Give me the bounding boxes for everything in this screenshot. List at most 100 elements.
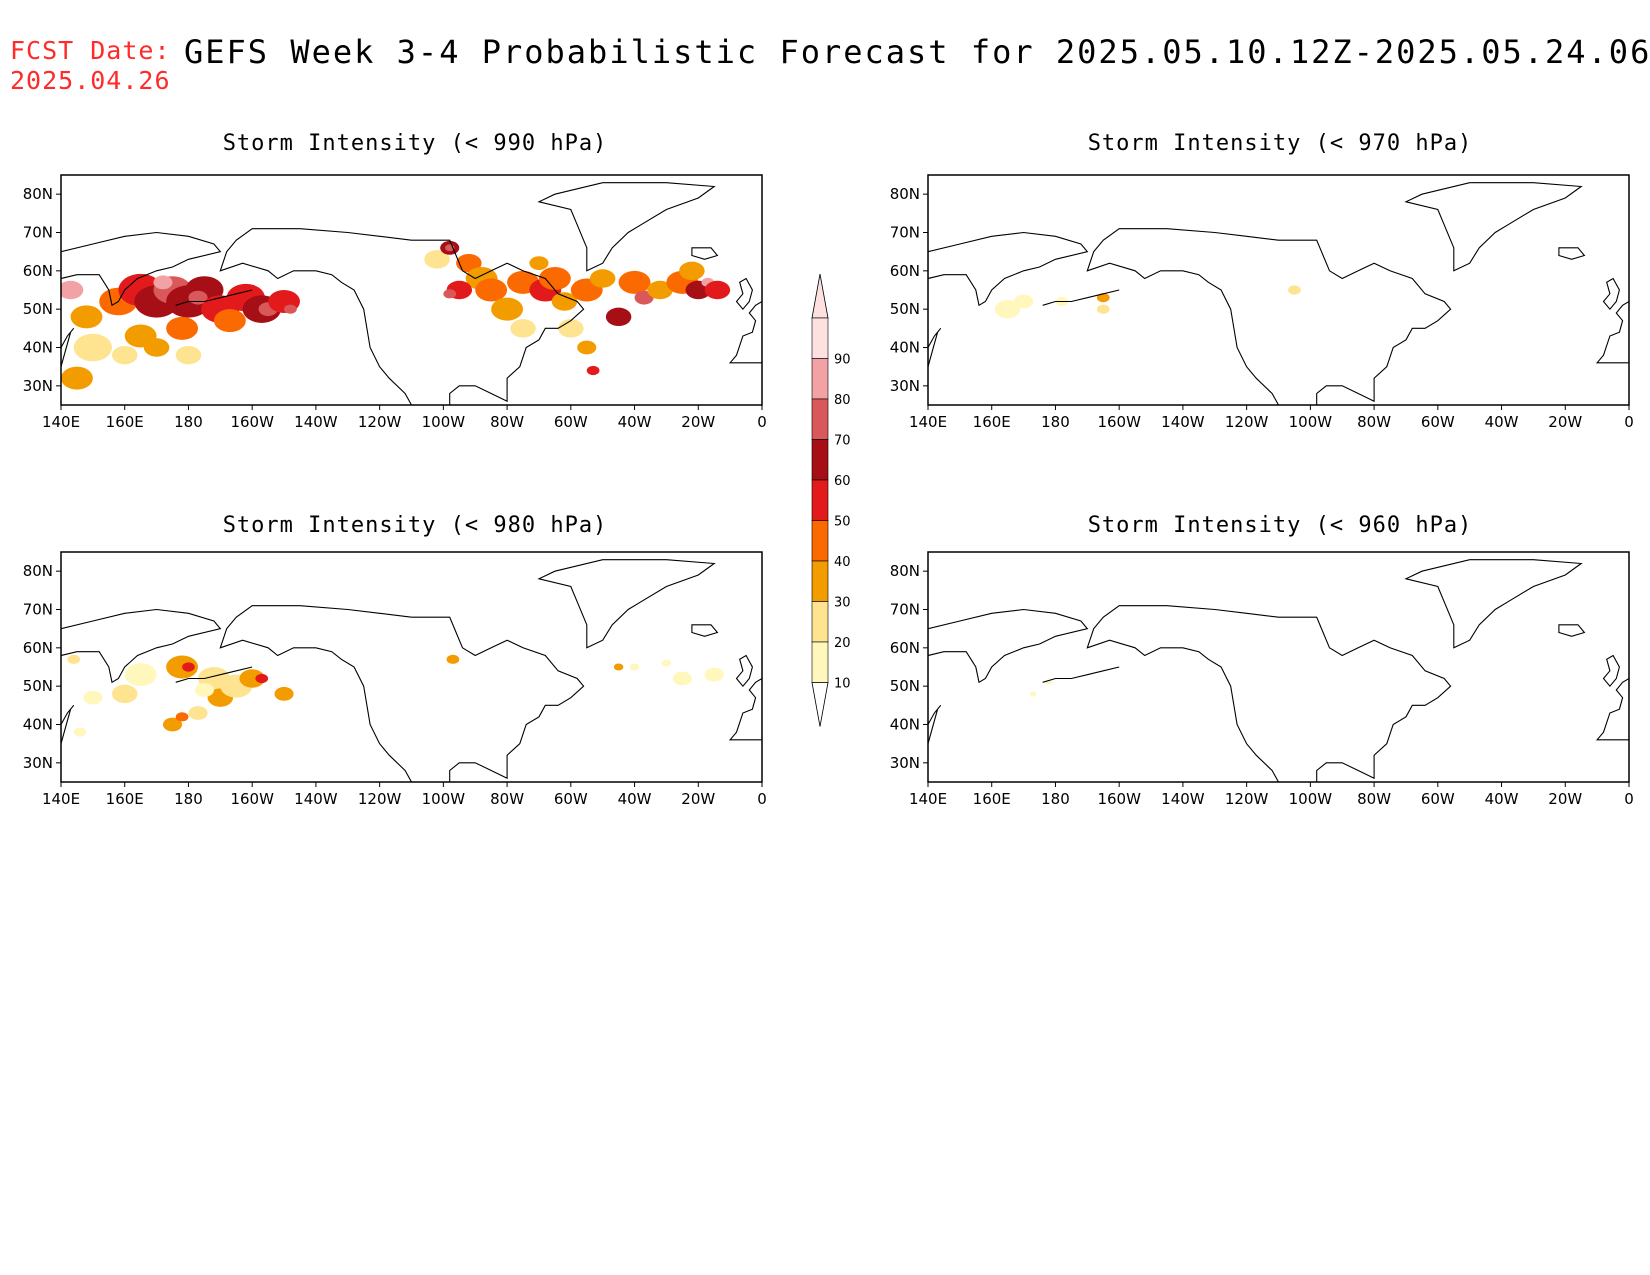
coastline bbox=[735, 277, 753, 311]
probability-area bbox=[672, 671, 692, 686]
coastline bbox=[691, 247, 719, 260]
lat-tick-label: 40N bbox=[23, 339, 53, 357]
probability-area bbox=[188, 706, 208, 720]
probability-area bbox=[529, 256, 549, 271]
lon-tick-label: 40W bbox=[618, 790, 652, 808]
probability-area bbox=[1029, 691, 1037, 697]
lon-tick-label: 100W bbox=[1289, 790, 1333, 808]
lon-tick-label: 80W bbox=[490, 790, 524, 808]
map-panel-990-field bbox=[61, 182, 762, 405]
probability-area bbox=[153, 275, 173, 290]
page-title: GEFS Week 3-4 Probabilistic Forecast for… bbox=[184, 33, 1650, 71]
colorbar-segment bbox=[811, 601, 829, 643]
coastline bbox=[728, 677, 762, 741]
probability-area bbox=[475, 278, 508, 302]
probability-area bbox=[704, 667, 724, 682]
coastline bbox=[1595, 677, 1629, 741]
lat-tick-label: 80N bbox=[890, 185, 920, 203]
colorbar-label: 60 bbox=[834, 474, 851, 489]
lat-tick-label: 50N bbox=[890, 677, 920, 695]
colorbar-segment bbox=[811, 358, 829, 400]
colorbar-label: 30 bbox=[834, 596, 851, 611]
coastline bbox=[61, 231, 222, 307]
lon-tick-label: 140W bbox=[1161, 413, 1205, 431]
lon-tick-label: 140E bbox=[909, 413, 947, 431]
colorbar-label: 70 bbox=[834, 434, 851, 449]
colorbar-label: 10 bbox=[834, 677, 851, 692]
probability-area bbox=[143, 338, 170, 357]
lat-tick-label: 60N bbox=[890, 639, 920, 657]
lon-tick-label: 80W bbox=[490, 413, 524, 431]
probability-area bbox=[73, 333, 112, 362]
lat-tick-label: 70N bbox=[890, 601, 920, 619]
probability-area bbox=[73, 727, 87, 737]
coastline bbox=[219, 228, 585, 405]
lon-tick-label: 20W bbox=[681, 413, 715, 431]
colorbar-segment bbox=[811, 560, 829, 602]
coastline bbox=[1558, 247, 1586, 260]
lon-tick-label: 160W bbox=[1097, 413, 1141, 431]
probability-area bbox=[551, 292, 578, 311]
map-panel-960: 140E 160E 180 160W 140W 120W 100W 80W 60W 40W 20W 0… bbox=[890, 551, 1634, 808]
map-frame bbox=[927, 551, 1630, 783]
lat-tick-label: 60N bbox=[23, 262, 53, 280]
lon-tick-label: 0 bbox=[1624, 413, 1634, 431]
lon-tick-label: 160W bbox=[1097, 790, 1141, 808]
probability-area bbox=[446, 654, 460, 664]
lon-tick-label: 80W bbox=[1357, 790, 1391, 808]
lat-tick-label: 40N bbox=[890, 716, 920, 734]
probability-area bbox=[1096, 293, 1110, 303]
probability-area bbox=[1014, 294, 1034, 309]
lon-tick-label: 80W bbox=[1357, 413, 1391, 431]
probability-area bbox=[456, 253, 482, 273]
probability-area bbox=[424, 250, 450, 269]
lon-tick-label: 180 bbox=[174, 413, 203, 431]
map-panel-980: 140E 160E 180 160W 140W 120W 100W 80W 60W 40W 20W 0… bbox=[23, 551, 767, 808]
coastline bbox=[537, 182, 716, 272]
lon-tick-label: 100W bbox=[1289, 413, 1333, 431]
map-panel-990: 140E 160E 180 160W 140W 120W 100W 80W 60W 40W 20W 0… bbox=[23, 174, 767, 431]
coastline bbox=[691, 624, 719, 637]
probability-area bbox=[213, 309, 246, 333]
colorbar-label: 20 bbox=[834, 636, 851, 651]
lat-tick-label: 50N bbox=[890, 300, 920, 318]
coastline bbox=[928, 231, 1089, 307]
probability-area bbox=[629, 663, 640, 671]
probability-area bbox=[558, 319, 584, 338]
coastline bbox=[61, 704, 75, 744]
lat-tick-label: 70N bbox=[23, 601, 53, 619]
forecast-date-value: 2025.04.26 bbox=[10, 66, 171, 95]
probability-area bbox=[83, 690, 103, 705]
lat-tick-label: 30N bbox=[23, 754, 53, 772]
colorbar-segment bbox=[811, 439, 829, 481]
probability-area bbox=[175, 712, 189, 722]
probability-area bbox=[589, 269, 616, 288]
coastline bbox=[1595, 300, 1629, 364]
lon-tick-label: 60W bbox=[1421, 790, 1455, 808]
coastline bbox=[1404, 182, 1583, 272]
colorbar-bottom-arrow bbox=[811, 682, 829, 727]
coastline bbox=[61, 327, 75, 367]
lon-tick-label: 120W bbox=[358, 790, 402, 808]
probability-area bbox=[111, 345, 138, 365]
map-panel-970: 140E 160E 180 160W 140W 120W 100W 80W 60W 40W 20W 0… bbox=[890, 174, 1634, 431]
lat-tick-label: 80N bbox=[23, 562, 53, 580]
lon-tick-label: 20W bbox=[1548, 790, 1582, 808]
lon-tick-label: 140E bbox=[42, 790, 80, 808]
coastline bbox=[175, 289, 253, 306]
probability-area bbox=[274, 686, 294, 701]
lon-tick-label: 40W bbox=[1485, 413, 1519, 431]
lon-tick-label: 100W bbox=[422, 790, 466, 808]
lat-tick-label: 30N bbox=[23, 377, 53, 395]
colorbar-top-arrow bbox=[811, 273, 829, 319]
lon-tick-label: 160E bbox=[973, 413, 1011, 431]
lat-tick-label: 60N bbox=[23, 639, 53, 657]
lon-tick-label: 180 bbox=[1041, 790, 1070, 808]
lat-tick-label: 30N bbox=[890, 377, 920, 395]
coastline bbox=[1042, 666, 1120, 683]
lon-tick-label: 140W bbox=[1161, 790, 1205, 808]
lon-tick-label: 140W bbox=[294, 413, 338, 431]
lon-tick-label: 40W bbox=[1485, 790, 1519, 808]
probability-area bbox=[284, 304, 297, 314]
